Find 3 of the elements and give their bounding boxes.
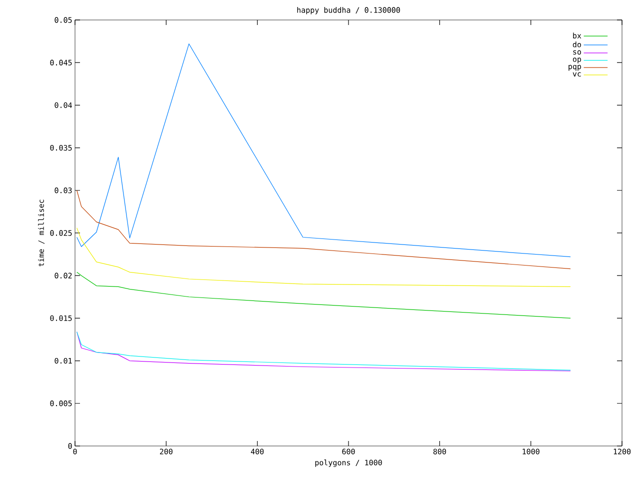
line-series xyxy=(76,272,571,318)
line-series xyxy=(76,228,571,287)
line-series xyxy=(76,190,571,270)
